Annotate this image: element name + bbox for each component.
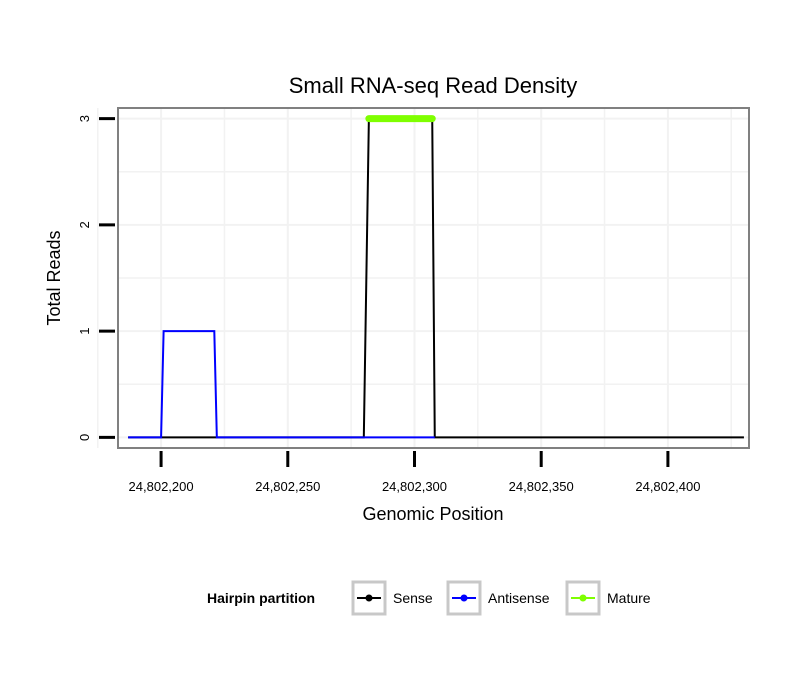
x-axis: 24,802,200 24,802,250 24,802,300 24,802,350…: [129, 451, 700, 494]
y-tick-label: 0: [77, 434, 92, 441]
x-tick-label: 24,802,350: [509, 479, 574, 494]
legend-dot-mature: [579, 594, 587, 602]
x-tick-label: 24,802,200: [129, 479, 194, 494]
legend-dot-antisense: [460, 594, 468, 602]
x-tick-label: 24,802,400: [635, 479, 700, 494]
y-axis-title: Total Reads: [44, 230, 64, 325]
legend-label-sense: Sense: [393, 590, 433, 606]
x-axis-title: Genomic Position: [362, 504, 503, 524]
y-tick-label: 2: [77, 221, 92, 228]
y-tick-label: 1: [77, 328, 92, 335]
legend-dot-sense: [365, 594, 373, 602]
series-line-antisense: [128, 330, 435, 439]
legend-label-mature: Mature: [607, 590, 651, 606]
plot-panel-border: [117, 107, 750, 449]
legend-entry-antisense: Antisense: [446, 580, 550, 616]
series-lines: [128, 115, 744, 439]
x-tick-label: 24,802,300: [382, 479, 447, 494]
legend-label-antisense: Antisense: [488, 590, 550, 606]
gridlines: [96, 108, 749, 448]
legend-entry-sense: Sense: [351, 580, 433, 616]
chart-title: Small RNA-seq Read Density: [289, 73, 578, 98]
x-tick-label: 24,802,250: [255, 479, 320, 494]
legend-title: Hairpin partition: [207, 590, 315, 606]
legend: Hairpin partition Sense Antisense Mature: [207, 580, 651, 616]
legend-entry-mature: Mature: [565, 580, 651, 616]
y-tick-label: 3: [77, 115, 92, 122]
y-axis: 0 1 2 3: [77, 115, 115, 441]
